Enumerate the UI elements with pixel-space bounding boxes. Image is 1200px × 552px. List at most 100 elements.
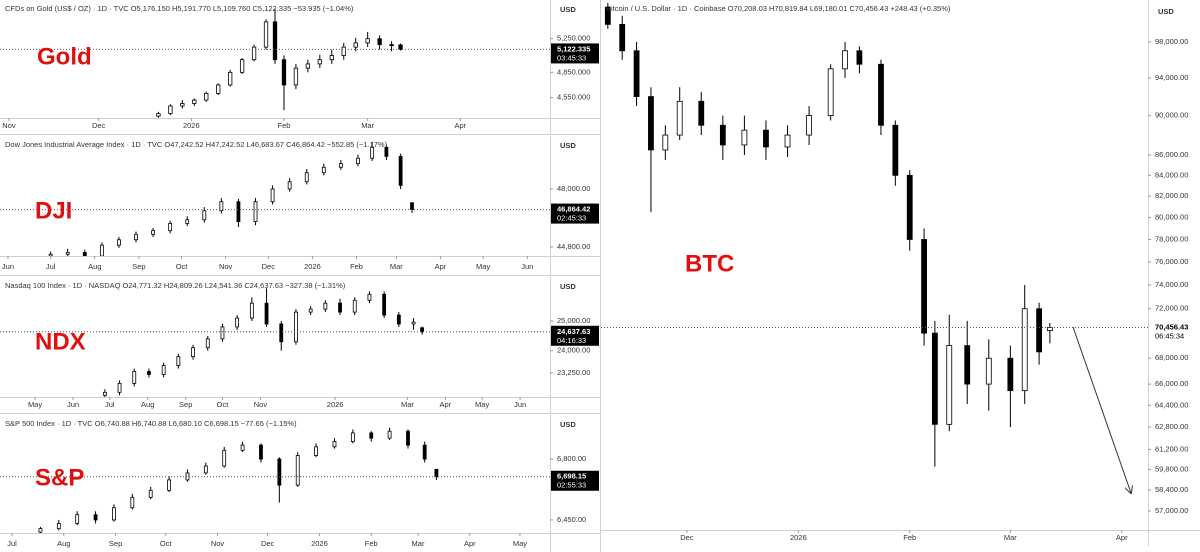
currency: USD <box>560 420 576 429</box>
candle-body <box>82 252 87 256</box>
x-tick-label: Jun <box>521 262 533 271</box>
candle-body <box>176 356 181 366</box>
last-price-label: 24,637.63 <box>557 327 590 336</box>
candle-body <box>249 302 254 319</box>
x-tick-label: Oct <box>160 539 173 548</box>
candle-body <box>604 6 611 25</box>
candle-body <box>314 446 318 456</box>
trend-arrow <box>1072 326 1131 493</box>
candle-body <box>75 514 80 524</box>
candle-body <box>662 134 669 151</box>
x-tick-label: Dec <box>680 533 694 542</box>
candle-body <box>906 174 913 240</box>
candle-body <box>240 444 245 451</box>
y-tick-label: 84,000.00 <box>1155 170 1188 179</box>
candle-body <box>117 239 121 246</box>
y-tick-label: 86,000.00 <box>1155 150 1188 159</box>
chart-title: Nasdaq 100 Index · 1D · NASDAQ O24,771.3… <box>5 281 346 290</box>
candle-body <box>353 42 358 48</box>
x-tick-label: May <box>476 262 490 271</box>
annotation: DJI <box>35 197 72 224</box>
countdown: 06:45:34 <box>1155 331 1184 340</box>
x-tick-label: Sep <box>109 539 122 548</box>
x-tick-label: Apr <box>464 539 476 548</box>
candle-body <box>369 432 374 439</box>
candle-body <box>329 55 334 61</box>
candle-body <box>102 391 107 396</box>
candle-body <box>878 63 884 126</box>
x-tick-label: Jul <box>7 539 17 548</box>
x-tick-label: May <box>475 400 489 409</box>
x-tick-label: May <box>28 400 42 409</box>
x-tick-label: 2026 <box>304 262 321 271</box>
y-tick-label: 62,800.00 <box>1155 422 1188 431</box>
y-tick-label: 80,000.00 <box>1155 213 1188 222</box>
candle-body <box>112 507 116 521</box>
candle-body <box>341 46 346 56</box>
x-tick-label: Feb <box>350 262 363 271</box>
candle-body <box>323 302 328 310</box>
candle-body <box>65 252 70 255</box>
x-tick-label: 2026 <box>327 400 344 409</box>
last-price-label: 70,456.43 <box>1155 322 1188 331</box>
candle-body <box>434 468 439 478</box>
y-tick-label: 4,850.000 <box>557 67 590 76</box>
currency: USD <box>560 282 576 291</box>
x-tick-label: Sep <box>132 262 145 271</box>
candle-body <box>338 163 343 168</box>
candle-body <box>93 514 98 521</box>
candle-body <box>48 253 53 256</box>
x-tick-label: Aug <box>88 262 101 271</box>
candle-body <box>236 201 241 223</box>
candle-body <box>56 523 61 530</box>
candle-body <box>216 84 221 94</box>
candle-body <box>277 458 282 486</box>
chart-title: CFDs on Gold (US$ / OZ) · 1D · TVC O5,17… <box>5 4 354 13</box>
plot-area <box>102 288 425 397</box>
y-tick-label: 66,000.00 <box>1155 379 1188 388</box>
candle-body <box>420 327 425 333</box>
candle-body <box>370 146 375 159</box>
last-price-label: 5,122.335 <box>557 44 590 53</box>
candle-body <box>406 430 410 446</box>
countdown: 02:55:33 <box>557 481 586 490</box>
x-tick-label: Feb <box>903 533 916 542</box>
candle-body <box>272 21 278 61</box>
x-tick-label: Nov <box>211 539 225 548</box>
candle-body <box>202 210 207 221</box>
x-tick-label: Aug <box>141 400 154 409</box>
plot-area <box>156 9 403 118</box>
y-tick-label: 90,000.00 <box>1155 111 1188 120</box>
x-tick-label: Apr <box>454 121 466 130</box>
candle-body <box>156 113 161 117</box>
candle-body <box>239 59 245 73</box>
candle-body <box>287 181 292 190</box>
candle-body <box>377 38 382 45</box>
currency: USD <box>560 5 576 14</box>
x-tick-label: Mar <box>390 262 403 271</box>
candle-body <box>259 444 263 460</box>
y-tick-label: 44,800.00 <box>557 242 590 251</box>
candle-body <box>151 230 155 235</box>
candle-body <box>350 432 355 443</box>
candle-body <box>741 129 748 146</box>
candle-body <box>180 103 185 107</box>
candle-body <box>332 441 337 448</box>
candle-body <box>921 239 927 334</box>
x-tick-label: Apr <box>435 262 447 271</box>
candle-body <box>856 50 863 65</box>
last-price-tag <box>551 203 599 224</box>
candle-body <box>931 332 938 425</box>
candle-body <box>396 314 401 325</box>
annotation: S&P <box>35 464 84 491</box>
candle-body <box>161 365 166 375</box>
candle-body <box>1007 357 1014 392</box>
candle-body <box>192 99 197 104</box>
candle-body <box>1046 327 1053 331</box>
x-tick-label: Mar <box>1004 533 1017 542</box>
x-tick-label: Dec <box>92 121 106 130</box>
x-tick-label: 2026 <box>790 533 807 542</box>
last-price-tag <box>551 325 599 346</box>
